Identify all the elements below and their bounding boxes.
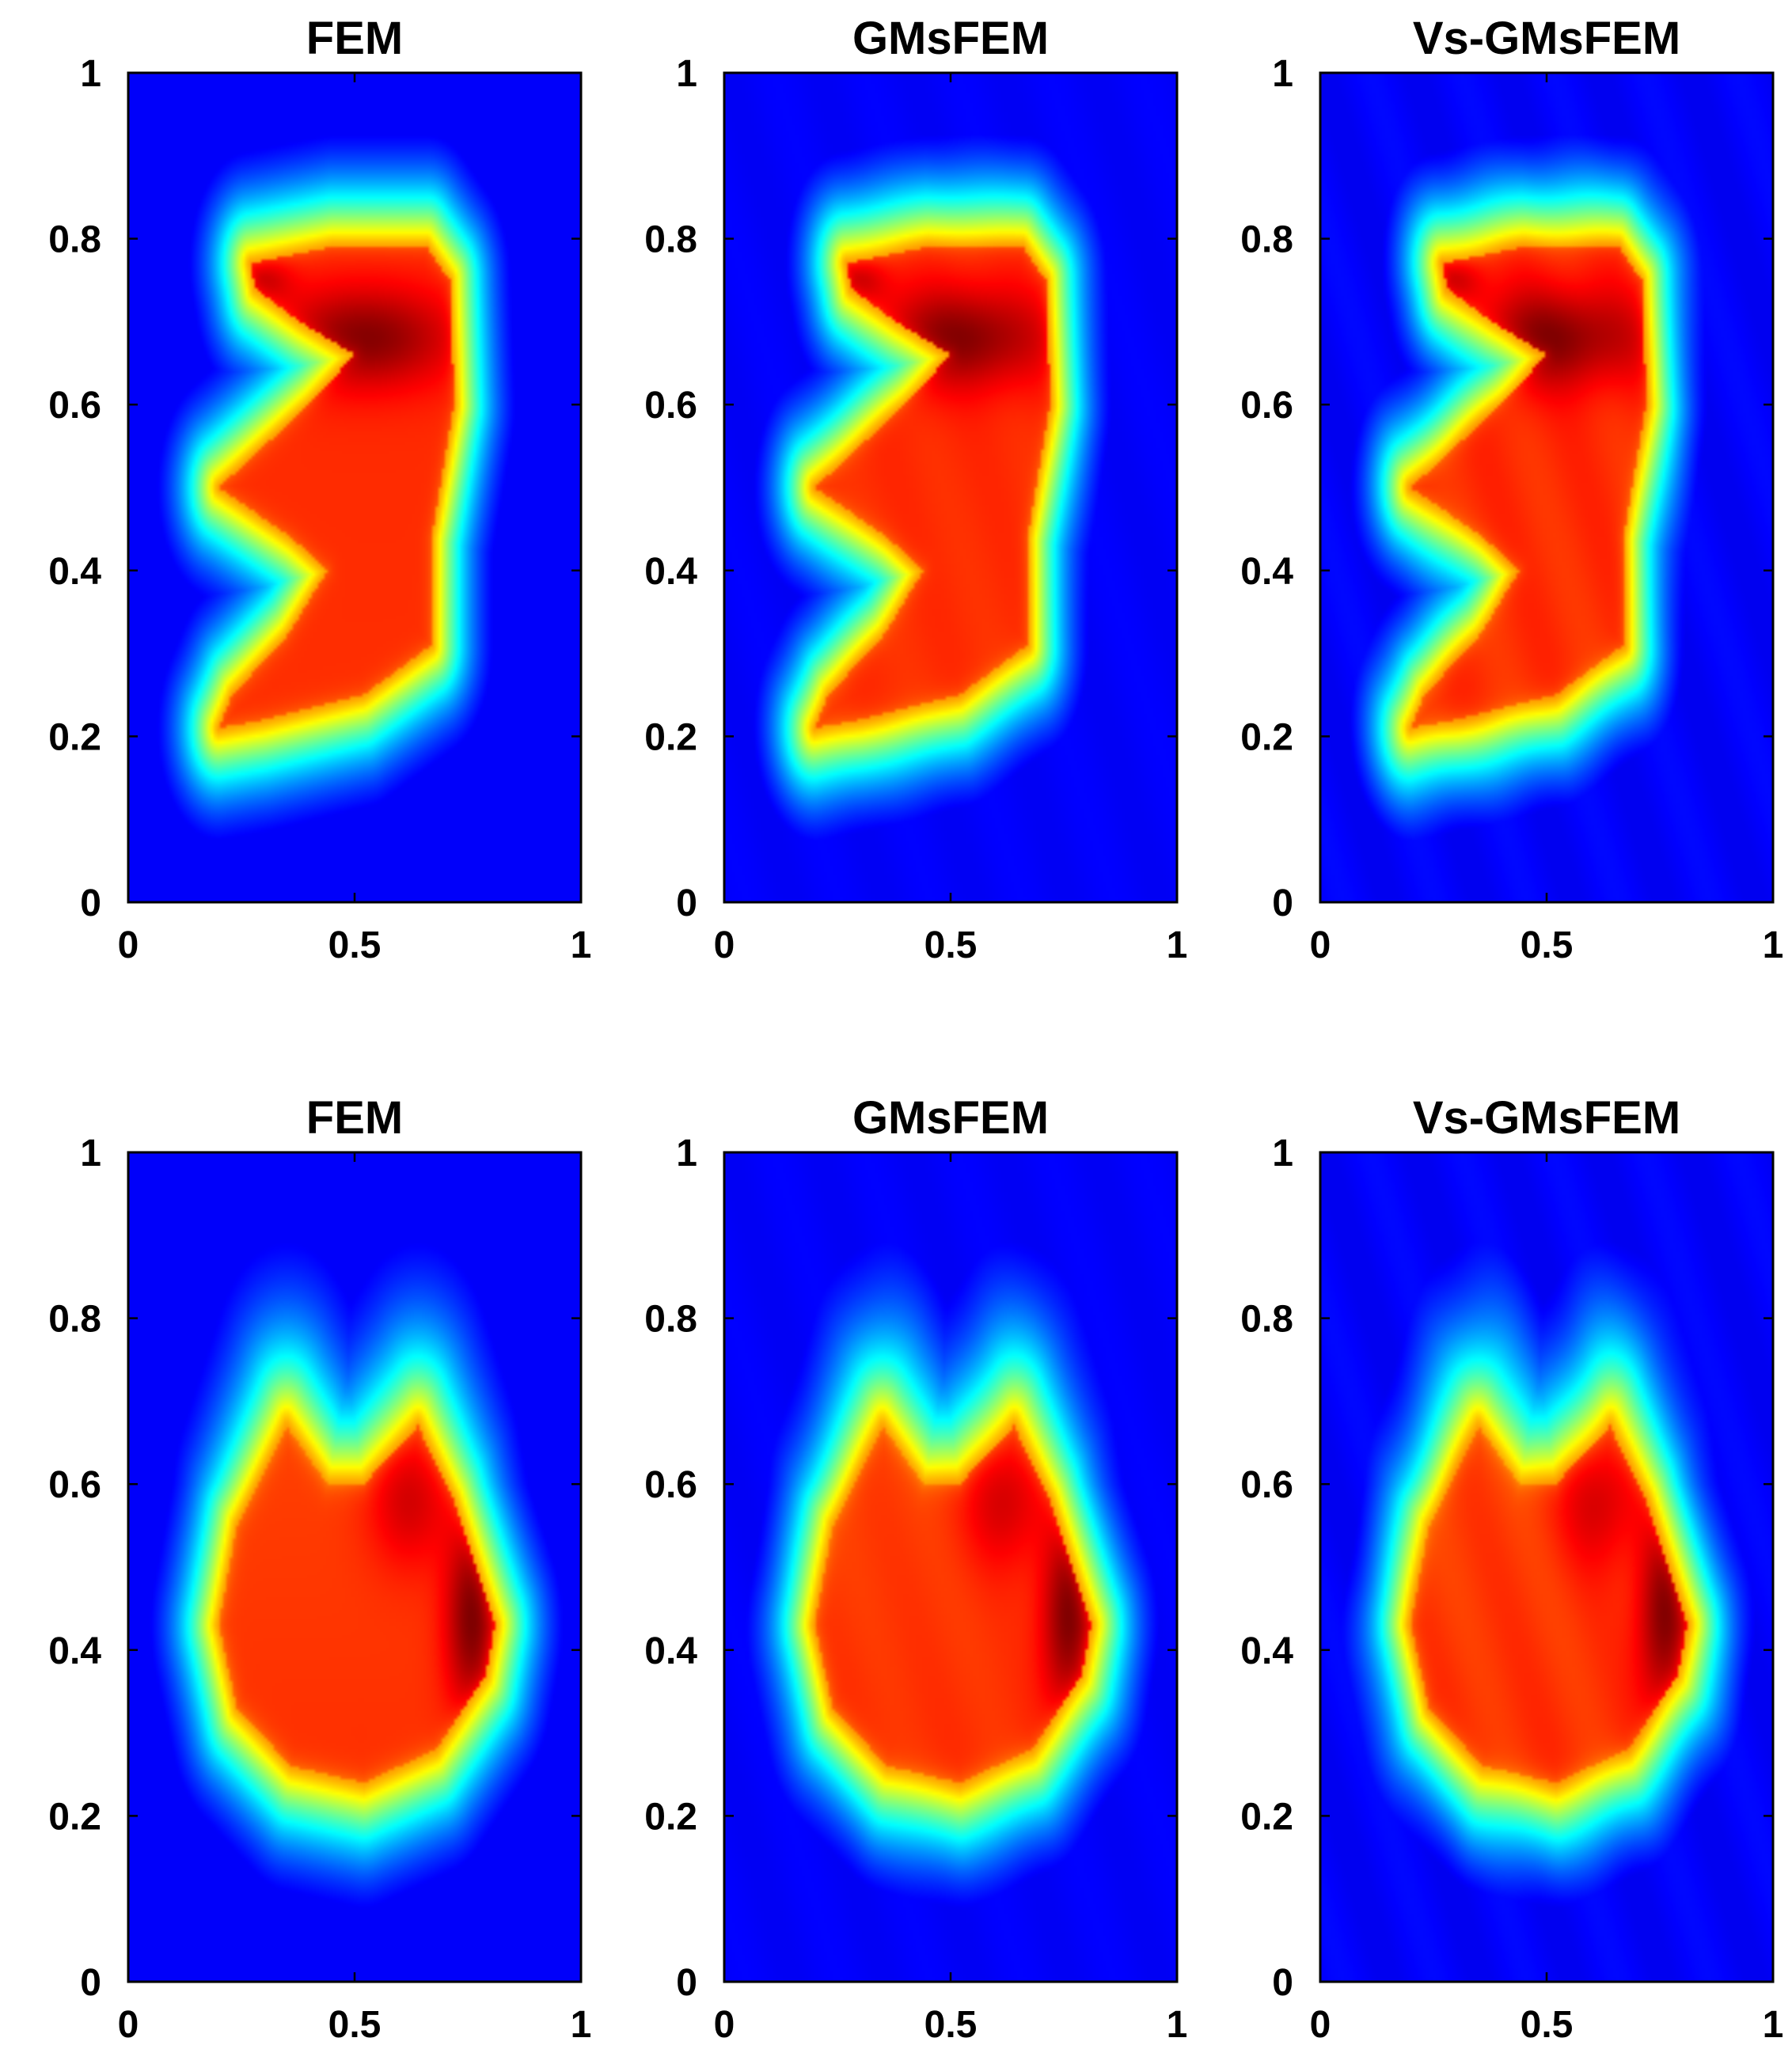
y-tick-label: 0 (80, 882, 101, 924)
x-tick-label: 0 (1310, 924, 1331, 966)
y-tick-label: 0 (1272, 1962, 1293, 2004)
panel-3: Vs-GMsFEM 0 0.5 1 0 0.2 0.4 0.6 0.8 1 (1240, 13, 1783, 966)
y-tick-label: 1 (1272, 1133, 1293, 1174)
panel-title: FEM (306, 1092, 403, 1144)
y-tick-label: 0.4 (48, 1630, 101, 1672)
y-tick-label: 0 (676, 882, 697, 924)
x-tick-label: 0.5 (1521, 2004, 1574, 2046)
y-tick-label: 0.8 (48, 1299, 101, 1341)
y-tick-label: 0.8 (48, 219, 101, 261)
y-tick-label: 0.2 (644, 1796, 697, 1838)
x-tick-label: 1 (571, 924, 592, 966)
y-tick-label: 1 (676, 1133, 697, 1174)
x-tick-label: 1 (1763, 2004, 1784, 2046)
y-tick-label: 0 (1272, 882, 1293, 924)
y-tick-label: 0.2 (1240, 1796, 1293, 1838)
x-tick-label: 0.5 (924, 924, 978, 966)
x-tick-label: 0 (714, 2004, 735, 2046)
x-tick-label: 1 (1167, 924, 1188, 966)
y-tick-label: 0.8 (1240, 219, 1293, 261)
heatmap-field (128, 73, 581, 902)
panel-title: GMsFEM (852, 1092, 1049, 1144)
y-tick-label: 0.8 (644, 1299, 697, 1341)
panel-5: GMsFEM 0 0.5 1 0 0.2 0.4 0.6 0.8 1 (644, 1092, 1187, 2046)
panel-title: FEM (306, 13, 403, 64)
heatmap-field (724, 73, 1177, 902)
x-tick-label: 0 (118, 924, 139, 966)
y-tick-label: 1 (676, 53, 697, 95)
panel-2: GMsFEM 0 0.5 1 0 0.2 0.4 0.6 0.8 1 (644, 13, 1187, 966)
y-tick-label: 0.2 (48, 716, 101, 758)
y-tick-label: 0.8 (644, 219, 697, 261)
panel-title: Vs-GMsFEM (1413, 1092, 1680, 1144)
y-tick-label: 0.6 (644, 385, 697, 427)
x-tick-label: 0 (1310, 2004, 1331, 2046)
panel-1: FEM 0 0.5 1 0 0.2 0.4 0.6 0.8 1 (48, 13, 591, 966)
heatmap-field (1320, 1152, 1773, 1982)
y-tick-label: 1 (80, 53, 101, 95)
heatmap-field (128, 1152, 581, 1982)
x-tick-label: 1 (1167, 2004, 1188, 2046)
x-tick-label: 0 (118, 2004, 139, 2046)
x-tick-label: 0 (714, 924, 735, 966)
y-tick-label: 0.4 (1240, 551, 1293, 593)
x-tick-label: 1 (571, 2004, 592, 2046)
y-tick-label: 0.6 (48, 385, 101, 427)
y-tick-label: 0 (80, 1962, 101, 2004)
y-tick-label: 0.8 (1240, 1299, 1293, 1341)
y-tick-label: 0.4 (48, 551, 101, 593)
y-tick-label: 1 (80, 1133, 101, 1174)
y-tick-label: 0.6 (48, 1464, 101, 1506)
heatmap-field (1320, 73, 1773, 902)
x-tick-label: 1 (1763, 924, 1784, 966)
panel-6: Vs-GMsFEM 0 0.5 1 0 0.2 0.4 0.6 0.8 1 (1240, 1092, 1783, 2046)
x-tick-label: 0.5 (328, 2004, 382, 2046)
y-tick-label: 0.4 (644, 551, 697, 593)
y-tick-label: 0.4 (644, 1630, 697, 1672)
y-tick-label: 0.2 (644, 716, 697, 758)
y-tick-label: 1 (1272, 53, 1293, 95)
panel-title: Vs-GMsFEM (1413, 13, 1680, 64)
y-tick-label: 0.6 (1240, 1464, 1293, 1506)
panel-4: FEM 0 0.5 1 0 0.2 0.4 0.6 0.8 1 (48, 1092, 591, 2046)
panel-title: GMsFEM (852, 13, 1049, 64)
x-tick-label: 0.5 (328, 924, 382, 966)
y-tick-label: 0 (676, 1962, 697, 2004)
y-tick-label: 0.6 (1240, 385, 1293, 427)
y-tick-label: 0.2 (48, 1796, 101, 1838)
heatmap-field (724, 1152, 1177, 1982)
y-tick-label: 0.4 (1240, 1630, 1293, 1672)
y-tick-label: 0.2 (1240, 716, 1293, 758)
x-tick-label: 0.5 (1521, 924, 1574, 966)
x-tick-label: 0.5 (924, 2004, 978, 2046)
y-tick-label: 0.6 (644, 1464, 697, 1506)
